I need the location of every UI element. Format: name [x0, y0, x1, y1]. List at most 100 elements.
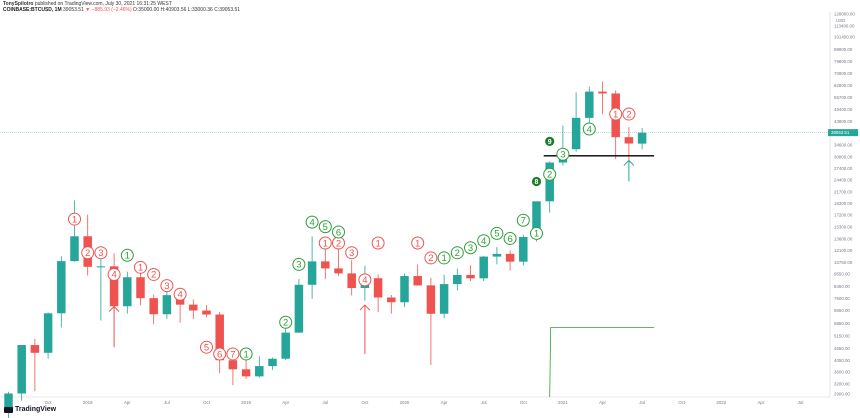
candle-body	[189, 304, 198, 311]
candle	[426, 277, 436, 366]
candle-body	[17, 345, 26, 394]
marker-circle	[543, 167, 557, 181]
marker-circle	[200, 340, 213, 354]
marker-label: 4	[362, 275, 367, 286]
marker-circle	[437, 251, 451, 265]
candle	[96, 252, 106, 321]
candle-body	[413, 276, 422, 286]
candle	[571, 92, 581, 152]
marker-label: 1	[415, 238, 420, 249]
candle	[281, 327, 290, 360]
marker-label: 1	[613, 109, 618, 120]
candle-body	[519, 236, 528, 262]
green-count-marker: 4	[305, 215, 319, 229]
marker-label: 1	[125, 251, 130, 262]
marker-label: 1	[441, 253, 446, 264]
marker-label: 5	[323, 222, 328, 233]
green-count-marker: 5	[490, 226, 504, 240]
candle	[413, 264, 422, 286]
marker-label: 2	[428, 253, 433, 264]
green-count-marker: 6	[332, 225, 345, 239]
tradingview-brand-text: TradingView	[15, 406, 57, 413]
marker-label: 1	[72, 214, 77, 225]
candle	[17, 345, 26, 401]
y-tick-label: 113400.00	[834, 24, 855, 29]
y-tick-label: 15300.00	[834, 224, 853, 229]
red-count-marker: 4	[358, 273, 372, 287]
x-tick-label: Apr	[757, 400, 764, 405]
marker-circle	[120, 248, 134, 262]
price-change: ▼ −885.93 (−2.46%)	[85, 7, 132, 13]
candle-body	[307, 261, 317, 285]
x-tick-label: Apr	[599, 400, 606, 405]
candle	[30, 338, 40, 392]
candle	[255, 356, 264, 378]
x-tick-label: Jul	[639, 400, 645, 405]
green-count-marker: 3	[464, 241, 477, 255]
candle	[505, 250, 515, 271]
signal-arrow	[359, 304, 371, 354]
setup-count-marker: 8	[531, 176, 542, 187]
green-count-marker: 7	[516, 213, 530, 227]
y-tick-label: 128000.00	[834, 11, 855, 16]
candle-body	[532, 201, 541, 237]
candle	[215, 311, 224, 374]
marker-circle	[160, 279, 174, 293]
candle-body	[598, 91, 607, 94]
published-text: published on TradingView.com, July 30, 2…	[34, 1, 172, 7]
signal-arrow	[623, 159, 635, 182]
red-count-marker: 7	[226, 347, 240, 361]
marker-label: 2	[283, 318, 288, 329]
candle	[453, 268, 462, 291]
marker-label: 3	[468, 243, 473, 254]
indicator-trace	[549, 327, 655, 398]
marker-label: 2	[85, 248, 90, 259]
y-tick-label: 4050.00	[834, 358, 850, 363]
candle-body	[4, 393, 13, 409]
candle-body	[571, 117, 581, 150]
candle-body	[281, 332, 290, 359]
candle-body	[334, 268, 343, 274]
red-count-marker: 1	[609, 107, 623, 121]
y-tick-label: 62800.00	[834, 83, 853, 88]
candle	[4, 391, 13, 418]
x-tick-label: Oct	[45, 400, 53, 405]
x-tick-label: Oct	[678, 400, 686, 405]
green-count-marker: 4	[477, 234, 491, 248]
marker-label: 6	[507, 234, 512, 245]
candle	[136, 269, 145, 306]
red-count-marker: 5	[200, 340, 213, 354]
marker-circle	[582, 122, 596, 136]
x-tick-label: Oct	[203, 400, 211, 405]
candle	[387, 295, 396, 314]
candle	[439, 274, 449, 319]
marker-label: 4	[481, 236, 486, 247]
marker-circle	[411, 236, 425, 250]
candle-body	[321, 261, 330, 269]
candle-body	[387, 297, 396, 303]
candle	[189, 299, 198, 319]
y-tick-label: 6650.00	[834, 308, 850, 313]
marker-circle	[81, 246, 95, 260]
candle-body	[466, 274, 475, 279]
marker-circle	[332, 225, 345, 239]
y-tick-label: 27400.00	[834, 166, 853, 171]
y-tick-label: 3600.00	[834, 370, 850, 375]
candle	[294, 278, 304, 333]
marker-circle	[545, 136, 555, 146]
last-price-tag-bg	[828, 129, 858, 137]
candle-body	[162, 295, 172, 315]
y-tick-label: 9550.00	[834, 272, 850, 277]
candle	[598, 81, 607, 115]
y-tick-label: 10750.00	[834, 260, 853, 265]
marker-label: 2	[151, 270, 156, 281]
candle	[637, 127, 647, 150]
marker-circle	[279, 315, 293, 329]
candle	[123, 271, 132, 314]
red-count-marker: 4	[173, 287, 187, 301]
marker-label: 3	[560, 150, 565, 161]
y-tick-label: 4550.00	[834, 346, 850, 351]
chart-header: TonySpilotro published on TradingView.co…	[3, 1, 240, 13]
marker-circle	[531, 176, 542, 187]
